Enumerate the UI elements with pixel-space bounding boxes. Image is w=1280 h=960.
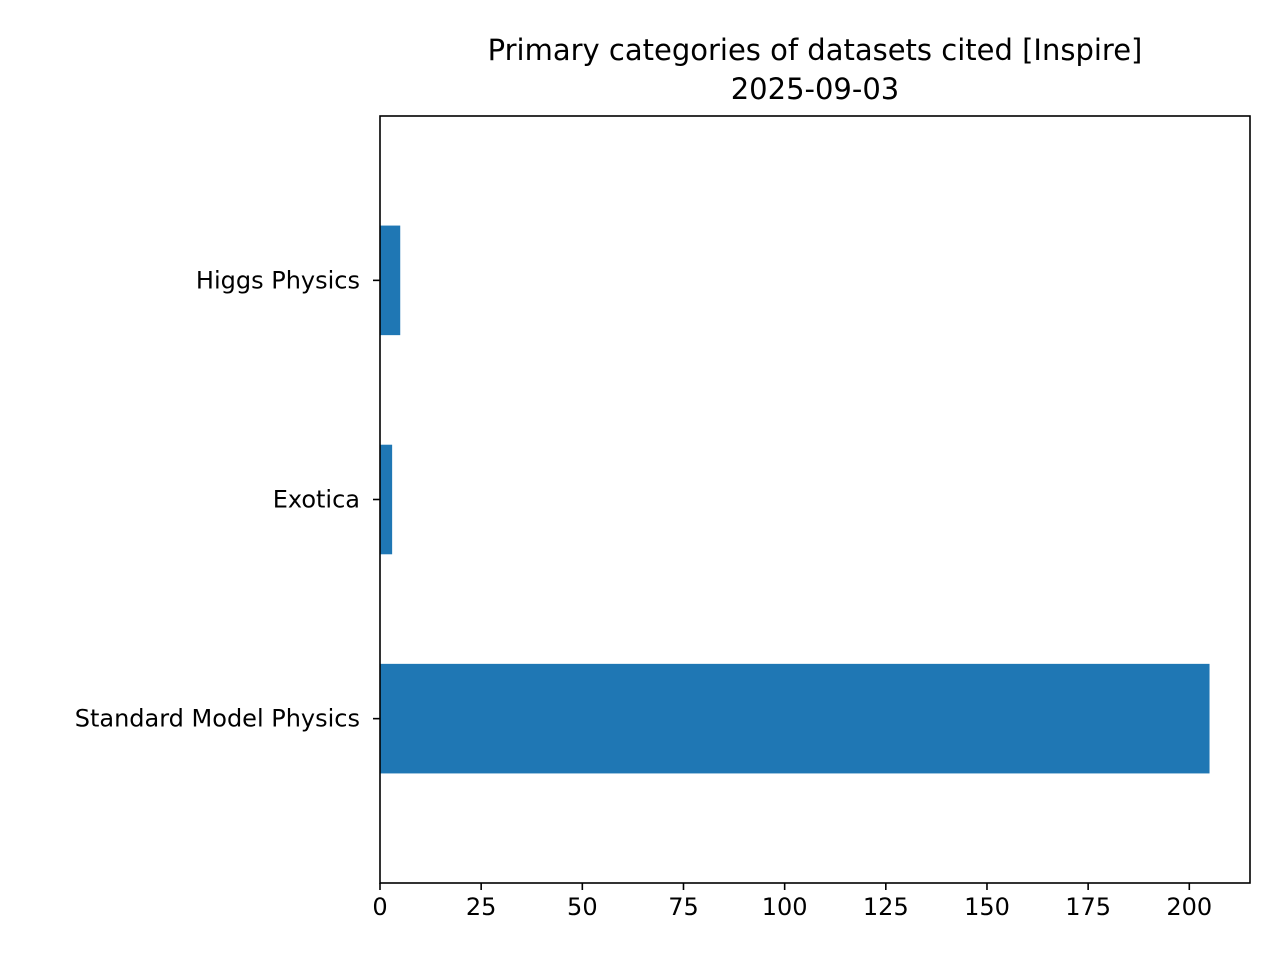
x-tick-label: 150 (964, 893, 1010, 921)
x-tick-label: 125 (863, 893, 909, 921)
x-tick-label: 200 (1166, 893, 1212, 921)
chart-subtitle: 2025-09-03 (731, 72, 900, 106)
x-tick-label: 0 (372, 893, 387, 921)
bar-exotica (380, 444, 393, 555)
x-tick-label: 50 (567, 893, 598, 921)
x-tick-label: 100 (762, 893, 808, 921)
plot-area-frame (379, 115, 1251, 884)
bars-layer (380, 225, 1210, 774)
y-tick-label: Standard Model Physics (75, 705, 360, 733)
bar-higgs-physics (380, 225, 401, 336)
axes-layer: Standard Model Physics Exotica Higgs Physi… (75, 266, 1212, 921)
chart-title: Primary categories of datasets cited [In… (488, 33, 1143, 67)
y-tick-label: Exotica (273, 486, 360, 514)
x-tick-label: 25 (466, 893, 497, 921)
x-tick-label: 175 (1065, 893, 1111, 921)
y-tick-label: Higgs Physics (196, 266, 360, 294)
x-tick-label: 75 (668, 893, 699, 921)
bar-standard-model-physics (380, 663, 1210, 774)
